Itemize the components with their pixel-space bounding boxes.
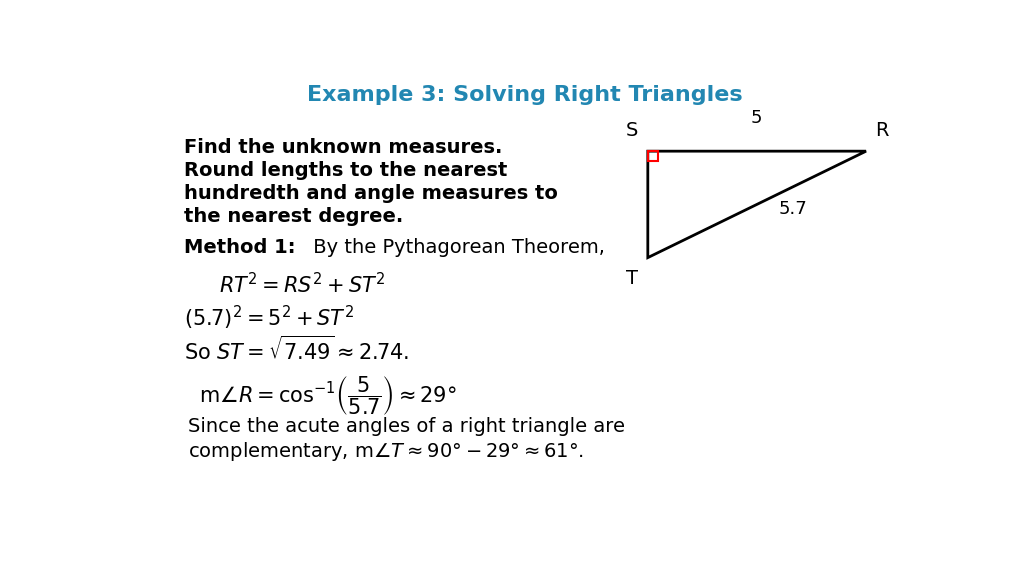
Text: 5.7: 5.7 (778, 200, 808, 218)
Text: Round lengths to the nearest: Round lengths to the nearest (183, 161, 507, 180)
Text: Example 3: Solving Right Triangles: Example 3: Solving Right Triangles (307, 85, 742, 105)
Text: R: R (876, 121, 889, 140)
Text: S: S (626, 121, 638, 140)
Text: m$\angle R = \cos^{-1}\!\left(\dfrac{5}{5.7}\right) \approx 29°$: m$\angle R = \cos^{-1}\!\left(\dfrac{5}{… (200, 374, 457, 417)
Text: Since the acute angles of a right triangle are: Since the acute angles of a right triang… (187, 417, 625, 436)
Text: the nearest degree.: the nearest degree. (183, 207, 402, 226)
Text: So $\mathit{ST} = \sqrt{7.49} \approx 2.74.$: So $\mathit{ST} = \sqrt{7.49} \approx 2.… (183, 335, 409, 363)
Text: $(5.7)^2 = 5^2 + \mathit{ST}^2$: $(5.7)^2 = 5^2 + \mathit{ST}^2$ (183, 304, 353, 332)
Text: complementary, m$\angle T \approx 90° - 29° \approx 61°.$: complementary, m$\angle T \approx 90° - … (187, 440, 584, 463)
Text: T: T (627, 269, 638, 287)
Text: By the Pythagorean Theorem,: By the Pythagorean Theorem, (306, 238, 604, 257)
Text: Method 1:: Method 1: (183, 238, 295, 257)
Text: hundredth and angle measures to: hundredth and angle measures to (183, 184, 557, 203)
Text: $\mathit{RT}^2 = \mathit{RS}^2 + \mathit{ST}^2$: $\mathit{RT}^2 = \mathit{RS}^2 + \mathit… (219, 272, 386, 297)
Text: 5: 5 (751, 109, 762, 127)
Text: Find the unknown measures.: Find the unknown measures. (183, 138, 502, 157)
